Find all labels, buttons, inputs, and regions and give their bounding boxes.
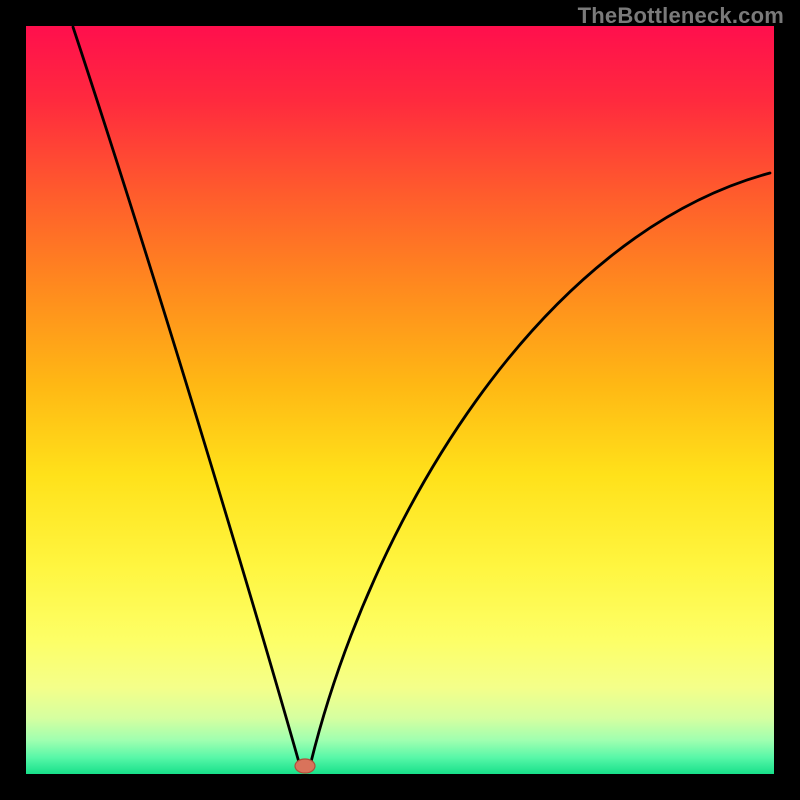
plot-area [26,26,774,774]
bottleneck-chart [0,0,800,800]
optimal-point-marker [295,759,315,773]
watermark-text: TheBottleneck.com [578,3,784,29]
chart-container: TheBottleneck.com [0,0,800,800]
